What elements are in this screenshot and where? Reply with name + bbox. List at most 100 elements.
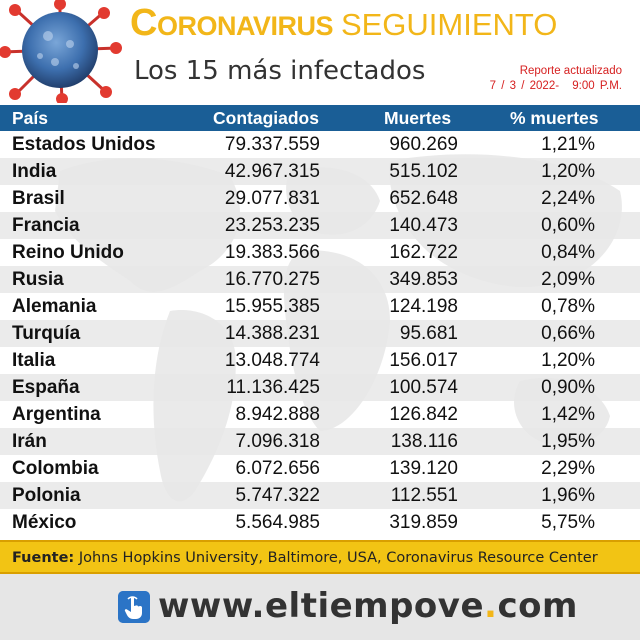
table-row: México 5.564.985 319.859 5,75% [0,509,640,536]
table-row: Italia 13.048.774 156.017 1,20% [0,347,640,374]
cell-deaths: 95.681 [399,323,458,344]
cell-deaths: 162.722 [389,242,458,263]
report-label: Reporte actualizado [519,65,622,77]
cell-country: Brasil [12,188,65,209]
cell-cases: 14.388.231 [224,323,320,344]
table-row: Francia 23.253.235 140.473 0,60% [0,212,640,239]
report-datetime: 7 / 3 / 2022- 9:00 P.M. [490,79,622,94]
cell-deaths: 156.017 [389,350,458,371]
cell-cases: 16.770.275 [224,269,320,290]
table-row: Alemania 15.955.385 124.198 0,78% [0,293,640,320]
cell-cases: 8.942.888 [235,404,320,425]
cell-death-rate: 0,84% [541,242,595,263]
cell-country: Turquía [12,323,81,344]
website-link[interactable]: www.eltiempove.com [158,586,578,626]
cell-cases: 23.253.235 [224,215,320,236]
cell-cases: 42.967.315 [224,161,320,182]
cell-death-rate: 0,66% [541,323,595,344]
cell-death-rate: 1,20% [541,161,595,182]
cell-deaths: 112.551 [390,485,458,506]
cell-cases: 7.096.318 [235,431,320,452]
site-name: eltiempove [264,586,485,626]
cell-death-rate: 0,90% [541,377,595,398]
source-text: Fuente: Johns Hopkins University, Baltim… [12,550,598,566]
table-header: País Contagiados Muertes % muertes [0,105,640,131]
table-row: Turquía 14.388.231 95.681 0,66% [0,320,640,347]
footer: www.eltiempove.com [0,574,640,640]
table-row: Argentina 8.942.888 126.842 1,42% [0,401,640,428]
table-row: Colombia 6.072.656 139.120 2,29% [0,455,640,482]
cell-cases: 15.955.385 [224,296,320,317]
cell-death-rate: 0,60% [541,215,595,236]
cell-deaths: 139.120 [389,458,458,479]
cell-country: Alemania [12,296,97,317]
table-body: Estados Unidos 79.337.559 960.269 1,21% Indi… [0,131,640,536]
table-row: Rusia 16.770.275 349.853 2,09% [0,266,640,293]
table-row: Reino Unido 19.383.566 162.722 0,84% [0,239,640,266]
cell-death-rate: 5,75% [541,512,595,533]
subtitle: Los 15 más infectados [134,56,426,86]
cell-deaths: 100.574 [389,377,458,398]
cell-country: Argentina [12,404,101,425]
cell-deaths: 349.853 [389,269,458,290]
hand-pointer-icon [118,591,150,623]
cell-country: Italia [12,350,56,371]
cell-death-rate: 2,24% [541,188,595,209]
table-row: India 42.967.315 515.102 1,20% [0,158,640,185]
column-header-cases: Contagiados [213,108,319,128]
cell-death-rate: 1,95% [541,431,595,452]
cell-country: Polonia [12,485,81,506]
cell-country: India [12,161,57,182]
column-header-deaths: Muertes [384,108,452,128]
cell-country: Irán [12,431,47,452]
cell-death-rate: 1,21% [541,134,595,155]
cell-cases: 13.048.774 [224,350,320,371]
cell-country: Francia [12,215,80,236]
table-row: Irán 7.096.318 138.116 1,95% [0,428,640,455]
source-value: Johns Hopkins University, Baltimore, USA… [78,550,598,566]
cell-death-rate: 2,09% [541,269,595,290]
table-row: Polonia 5.747.322 112.551 1,96% [0,482,640,509]
cell-country: Reino Unido [12,242,124,263]
cell-country: España [12,377,80,398]
cell-country: Rusia [12,269,64,290]
site-dot: . [484,586,498,626]
cell-cases: 5.564.985 [235,512,320,533]
column-header-country: País [12,108,48,128]
cell-death-rate: 1,96% [541,485,595,506]
cell-deaths: 515.102 [389,161,458,182]
title-secondary: SEGUIMIENTO [340,7,558,42]
title-main: Coronavirus [130,2,333,44]
cell-deaths: 138.116 [390,431,458,452]
cell-deaths: 140.473 [389,215,458,236]
column-header-death-rate: % muertes [510,108,599,128]
header: Coronavirus SEGUIMIENTO Los 15 más infect… [0,0,640,103]
cell-death-rate: 1,42% [541,404,595,425]
cell-deaths: 126.842 [389,404,458,425]
table-row: Brasil 29.077.831 652.648 2,24% [0,185,640,212]
coronavirus-icon [0,0,122,103]
cell-country: México [12,512,77,533]
cell-cases: 11.136.425 [226,377,320,398]
cell-cases: 19.383.566 [224,242,320,263]
cell-death-rate: 1,20% [541,350,595,371]
cell-cases: 29.077.831 [224,188,320,209]
cell-cases: 5.747.322 [235,485,320,506]
cell-death-rate: 2,29% [541,458,595,479]
cell-cases: 79.337.559 [224,134,320,155]
cell-country: Colombia [12,458,99,479]
cell-country: Estados Unidos [12,134,156,155]
report-date: 7 / 3 / 2022- [489,80,560,92]
site-prefix: www. [158,586,265,626]
cell-deaths: 319.859 [389,512,458,533]
cell-deaths: 124.198 [389,296,458,317]
cell-deaths: 652.648 [389,188,458,209]
site-suffix: com [497,586,578,626]
table-row: Estados Unidos 79.337.559 960.269 1,21% [0,131,640,158]
title: Coronavirus SEGUIMIENTO [130,2,557,45]
cell-cases: 6.072.656 [235,458,320,479]
report-updated: Reporte actualizado 7 / 3 / 2022- 9:00 P… [490,64,622,94]
cell-deaths: 960.269 [389,134,458,155]
source-label: Fuente: [12,550,75,566]
source-bar: Fuente: Johns Hopkins University, Baltim… [0,540,640,574]
